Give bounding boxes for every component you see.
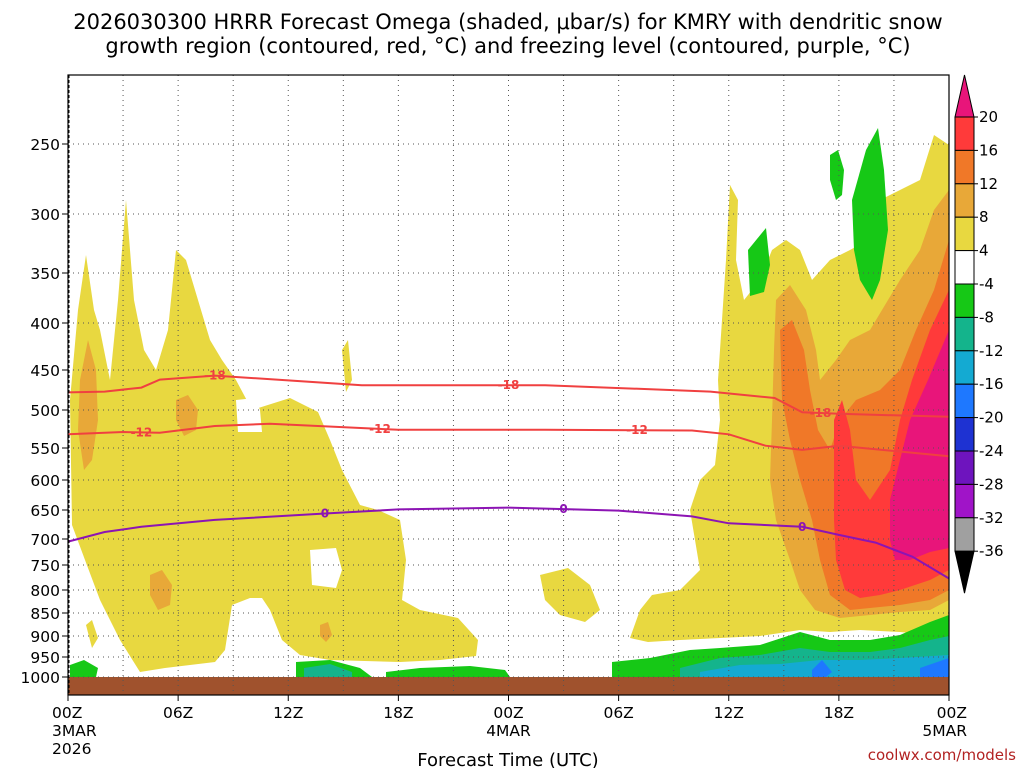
x-tick-label-5: 06Z: [603, 704, 633, 722]
contour-label-freezing-level-1: 0: [559, 502, 567, 516]
y-tick-label-700: 700: [30, 531, 60, 549]
omega-region-yellow-mid: [540, 568, 600, 622]
colorbar-swatch-12: [954, 483, 975, 519]
y-tick-label-900: 900: [30, 628, 60, 646]
x-axis-label: Forecast Time (UTC): [417, 750, 598, 768]
y-tick-label-650: 650: [30, 502, 60, 520]
y-tick-label-450: 450: [30, 362, 60, 380]
colorbar-swatch-9: [954, 383, 975, 419]
omega-region-magenta-right: [890, 330, 949, 560]
omega-hole-2: [310, 548, 342, 588]
x-tick-label-1: 06Z: [163, 704, 193, 722]
colorbar-swatch-5: [954, 250, 975, 285]
x-tick-label-8: 00Z: [937, 704, 967, 722]
contour-label-dgz-minus12-2: -12: [626, 423, 648, 437]
omega-region-green-top1: [852, 128, 888, 300]
y-tick-label-850: 850: [30, 605, 60, 623]
y-tick-label-750: 750: [30, 557, 60, 575]
plot-area: -18 -18 -18 -12 -12 -12 0 0 0: [67, 74, 950, 696]
colorbar-label-7: -12: [979, 342, 1004, 360]
colorbar-label-9: -20: [979, 409, 1004, 427]
y-tick-label-600: 600: [30, 472, 60, 490]
contour-dgz-minus12: [67, 422, 950, 458]
colorbar-swatch-4: [954, 216, 975, 252]
y-tick-label-1000: 1000: [21, 669, 60, 687]
colorbar-swatch-10: [954, 417, 975, 452]
colorbar-label-12: -32: [979, 509, 1004, 527]
omega-region-orange-left: [78, 340, 98, 470]
contour-dgz-minus18: [67, 374, 950, 418]
omega-region-blue-bottom: [812, 658, 949, 677]
x-tick-label-3: 18Z: [383, 704, 413, 722]
contour-lines: -18 -18 -18 -12 -12 -12 0 0 0: [67, 369, 950, 580]
omega-region-green-bottom3: [386, 666, 510, 677]
omega-region-yellow-small1: [342, 340, 352, 392]
colorbar-label-10: -24: [979, 442, 1004, 460]
colorbar-label-4: 4: [979, 242, 989, 260]
x-tick-date-0: 3MAR: [52, 722, 97, 740]
omega-region-orange-left2: [176, 395, 198, 436]
y-axis: 250 300 350 400 450 500 550 600 650 700 750 800 850 9…: [21, 136, 68, 687]
colorbar-label-11: -28: [979, 475, 1004, 493]
colorbar-label-5: -4: [979, 275, 994, 293]
colorbar-label-0: 20: [979, 108, 998, 126]
contour-label-freezing-level-0: 0: [321, 506, 329, 520]
omega-region-yellow-left: [70, 200, 478, 672]
colorbar-label-2: 12: [979, 175, 998, 193]
y-tick-label-350: 350: [30, 265, 60, 283]
colorbar-bottom-arrow: [954, 550, 975, 594]
x-tick-year-0: 2026: [52, 740, 91, 758]
y-tick-label-950: 950: [30, 649, 60, 667]
contour-label-dgz-minus18-1: -18: [498, 378, 520, 392]
colorbar-swatch-7: [954, 316, 975, 352]
colorbar-swatch-8: [954, 350, 975, 385]
y-tick-label-250: 250: [30, 136, 60, 154]
colorbar-swatch-11: [954, 450, 975, 485]
x-tick-label-4: 00Z: [493, 704, 523, 722]
colorbar-label-13: -36: [979, 542, 1004, 560]
y-tick-label-500: 500: [30, 402, 60, 420]
omega-region-green-bottom1: [70, 660, 98, 677]
x-tick-date-4: 4MAR: [486, 722, 531, 740]
chart-title-line2: growth region (contoured, red, °C) and f…: [105, 34, 910, 58]
x-tick-date-8: 5MAR: [922, 722, 967, 740]
omega-region-yellow-small2: [86, 620, 98, 648]
contour-label-freezing-level-2: 0: [798, 520, 806, 534]
colorbar-swatch-2: [954, 149, 975, 185]
colorbar-top-arrow: [954, 74, 975, 118]
y-tick-label-550: 550: [30, 440, 60, 458]
colorbar-label-1: 16: [979, 141, 998, 159]
chart-title-line1: 2026030300 HRRR Forecast Omega (shaded, …: [73, 10, 943, 34]
contour-freezing-level: [67, 506, 950, 580]
colorbar-swatch-13: [954, 517, 975, 552]
contour-label-dgz-minus18-0: -18: [204, 369, 226, 383]
contour-label-dgz-minus12-1: -12: [369, 422, 391, 436]
omega-region-teal-bottom2: [304, 664, 352, 677]
contour-label-dgz-minus12-0: -12: [131, 425, 153, 439]
colorbar-label-8: -16: [979, 375, 1004, 393]
colorbar-swatch-1: [954, 116, 975, 151]
colorbar-label-3: 8: [979, 208, 989, 226]
colorbar-swatch-6: [954, 283, 975, 318]
x-tick-label-6: 12Z: [714, 704, 744, 722]
x-tick-label-0: 00Z: [52, 704, 82, 722]
omega-region-green-top3: [748, 228, 770, 296]
colorbar: 20 16 12 8 4 -4 -8 -12 -16 -20 -24 -28 -32 -36: [954, 74, 1004, 594]
colorbar-swatch-3: [954, 183, 975, 218]
y-tick-label-800: 800: [30, 582, 60, 600]
x-tick-label-2: 12Z: [273, 704, 303, 722]
y-tick-label-400: 400: [30, 315, 60, 333]
watermark: coolwx.com/models: [868, 746, 1016, 764]
colorbar-label-6: -8: [979, 308, 994, 326]
x-tick-label-7: 18Z: [824, 704, 854, 722]
y-tick-label-300: 300: [30, 206, 60, 224]
contour-label-dgz-minus18-2: -18: [810, 406, 832, 420]
omega-region-orange-left3: [150, 570, 172, 610]
omega-region-orange-left4: [320, 622, 332, 642]
omega-shading: [70, 128, 949, 677]
gridlines: [68, 75, 949, 695]
omega-region-green-top2: [830, 150, 844, 200]
